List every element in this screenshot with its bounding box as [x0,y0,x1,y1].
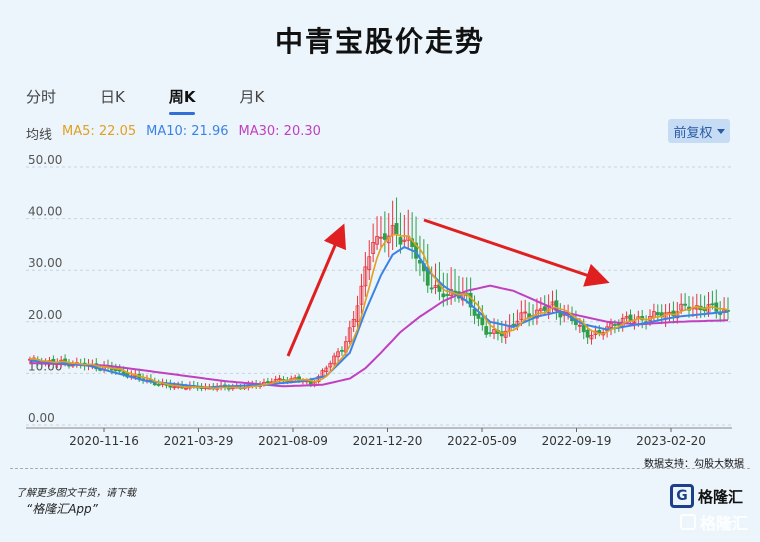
candle-body [679,303,684,311]
candle-body [511,323,516,326]
candle-body [585,329,590,338]
downtrend-arrow [423,218,610,287]
candle-body [613,324,617,326]
candle-body [340,349,344,352]
y-tick-label: 40.00 [28,205,62,219]
candle-body [609,322,613,328]
candle-body [429,287,434,290]
candle-body [113,369,118,372]
data-source-note: 数据支持：勾股大数据 [644,459,744,470]
price-adjust-label: 前复权 [673,125,713,141]
caret-down-icon [716,128,725,134]
logo-text: 格隆汇 [698,487,744,506]
candle-body [402,239,407,242]
candle-body [624,316,629,319]
tab-monthly-k[interactable]: 月K [239,88,265,106]
x-tick-label: 2023-02-20 [636,434,706,448]
x-tick-label: 2021-03-29 [164,434,234,448]
candle-body [117,369,122,372]
candle-body [492,329,496,334]
uptrend-arrow [286,223,346,357]
candle-body [355,305,360,322]
candle-body [382,233,387,240]
ma30-line [29,284,729,388]
candle-body [718,313,723,315]
candle-body [359,285,364,305]
candle-body [363,266,368,287]
x-tick-label: 2021-12-20 [353,434,423,448]
y-tick-label: 0.00 [28,411,55,425]
page-title: 中青宝股价走势 [274,25,485,58]
download-hint: 了解更多图文干货，请下载 [16,488,136,499]
candle-body [184,387,188,390]
candle-body [351,318,356,327]
candle-body [277,378,282,381]
candle-body [476,313,481,319]
watermark: 格隆汇 [679,510,748,534]
y-tick-label: 20.00 [28,308,62,322]
candle-body [441,293,446,298]
candle-body [371,242,376,254]
ma10-line [29,245,729,389]
candle-body [480,317,485,326]
footer-divider [10,468,750,469]
watermark-text: 格隆汇 [699,514,748,533]
candle-body [683,303,688,306]
ma-legend-label: 均线 [26,128,53,143]
candle-body [538,308,543,312]
x-tick-label: 2020-11-16 [69,434,139,448]
candle-body [484,326,489,335]
candle-body [589,334,594,340]
candle-body [523,311,528,314]
watermark-icon [679,514,696,530]
candle-body [379,236,383,239]
candle-body [398,237,403,245]
candle-body [367,256,372,270]
candle-body [332,355,337,365]
candle-body [324,367,329,373]
candle-body [445,294,450,296]
price-adjust-dropdown[interactable]: 前复权 [668,119,730,143]
candle-body [671,310,676,317]
candle-body [581,325,586,333]
x-tick-label: 2022-05-09 [447,434,517,448]
candle-body [503,330,508,338]
candle-body [347,327,352,342]
candle-body [336,351,340,358]
app-name: “格隆汇App” [26,502,98,516]
candle-body [156,383,161,386]
ma10-label: MA10: 21.96 [146,124,229,139]
ma-legend: 均线 MA5: 22.05 MA10: 21.96 MA30: 20.30 [26,124,321,143]
tab-daily-k[interactable]: 日K [100,88,125,106]
y-tick-label: 50.00 [28,153,62,167]
x-tick-label: 2021-08-09 [258,434,328,448]
tab-weekly-k[interactable]: 周K [168,86,195,115]
candle-body [425,267,430,286]
candle-body [172,386,177,389]
candle-body [542,306,547,311]
candle-body [550,301,555,306]
x-tick-label: 2022-09-19 [542,434,612,448]
brand-logo: G 格隆汇 [670,484,743,508]
candle-body [328,363,333,368]
candle-body [375,236,379,245]
candle-body [628,314,633,321]
tab-intraday[interactable]: 分时 [26,88,57,106]
candle-body [655,312,660,316]
candle-body [710,303,715,306]
logo-icon: G [670,484,694,508]
y-tick-label: 30.00 [28,256,62,270]
ma5-label: MA5: 22.05 [62,124,137,139]
candle-body [488,332,493,335]
candle-body [433,285,438,288]
ma5-line [29,233,729,390]
candle-body [394,223,399,235]
candle-body [577,324,582,327]
candle-body [519,312,524,321]
candle-body [265,381,270,384]
candle-body [558,312,563,318]
ma30-label: MA30: 20.30 [238,124,321,139]
period-tabs: 分时 日K 周K 月K [26,86,308,115]
